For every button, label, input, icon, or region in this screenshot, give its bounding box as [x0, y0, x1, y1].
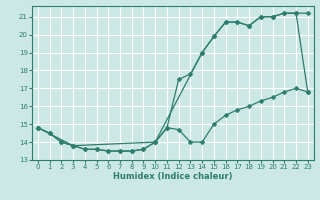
- X-axis label: Humidex (Indice chaleur): Humidex (Indice chaleur): [113, 172, 233, 181]
